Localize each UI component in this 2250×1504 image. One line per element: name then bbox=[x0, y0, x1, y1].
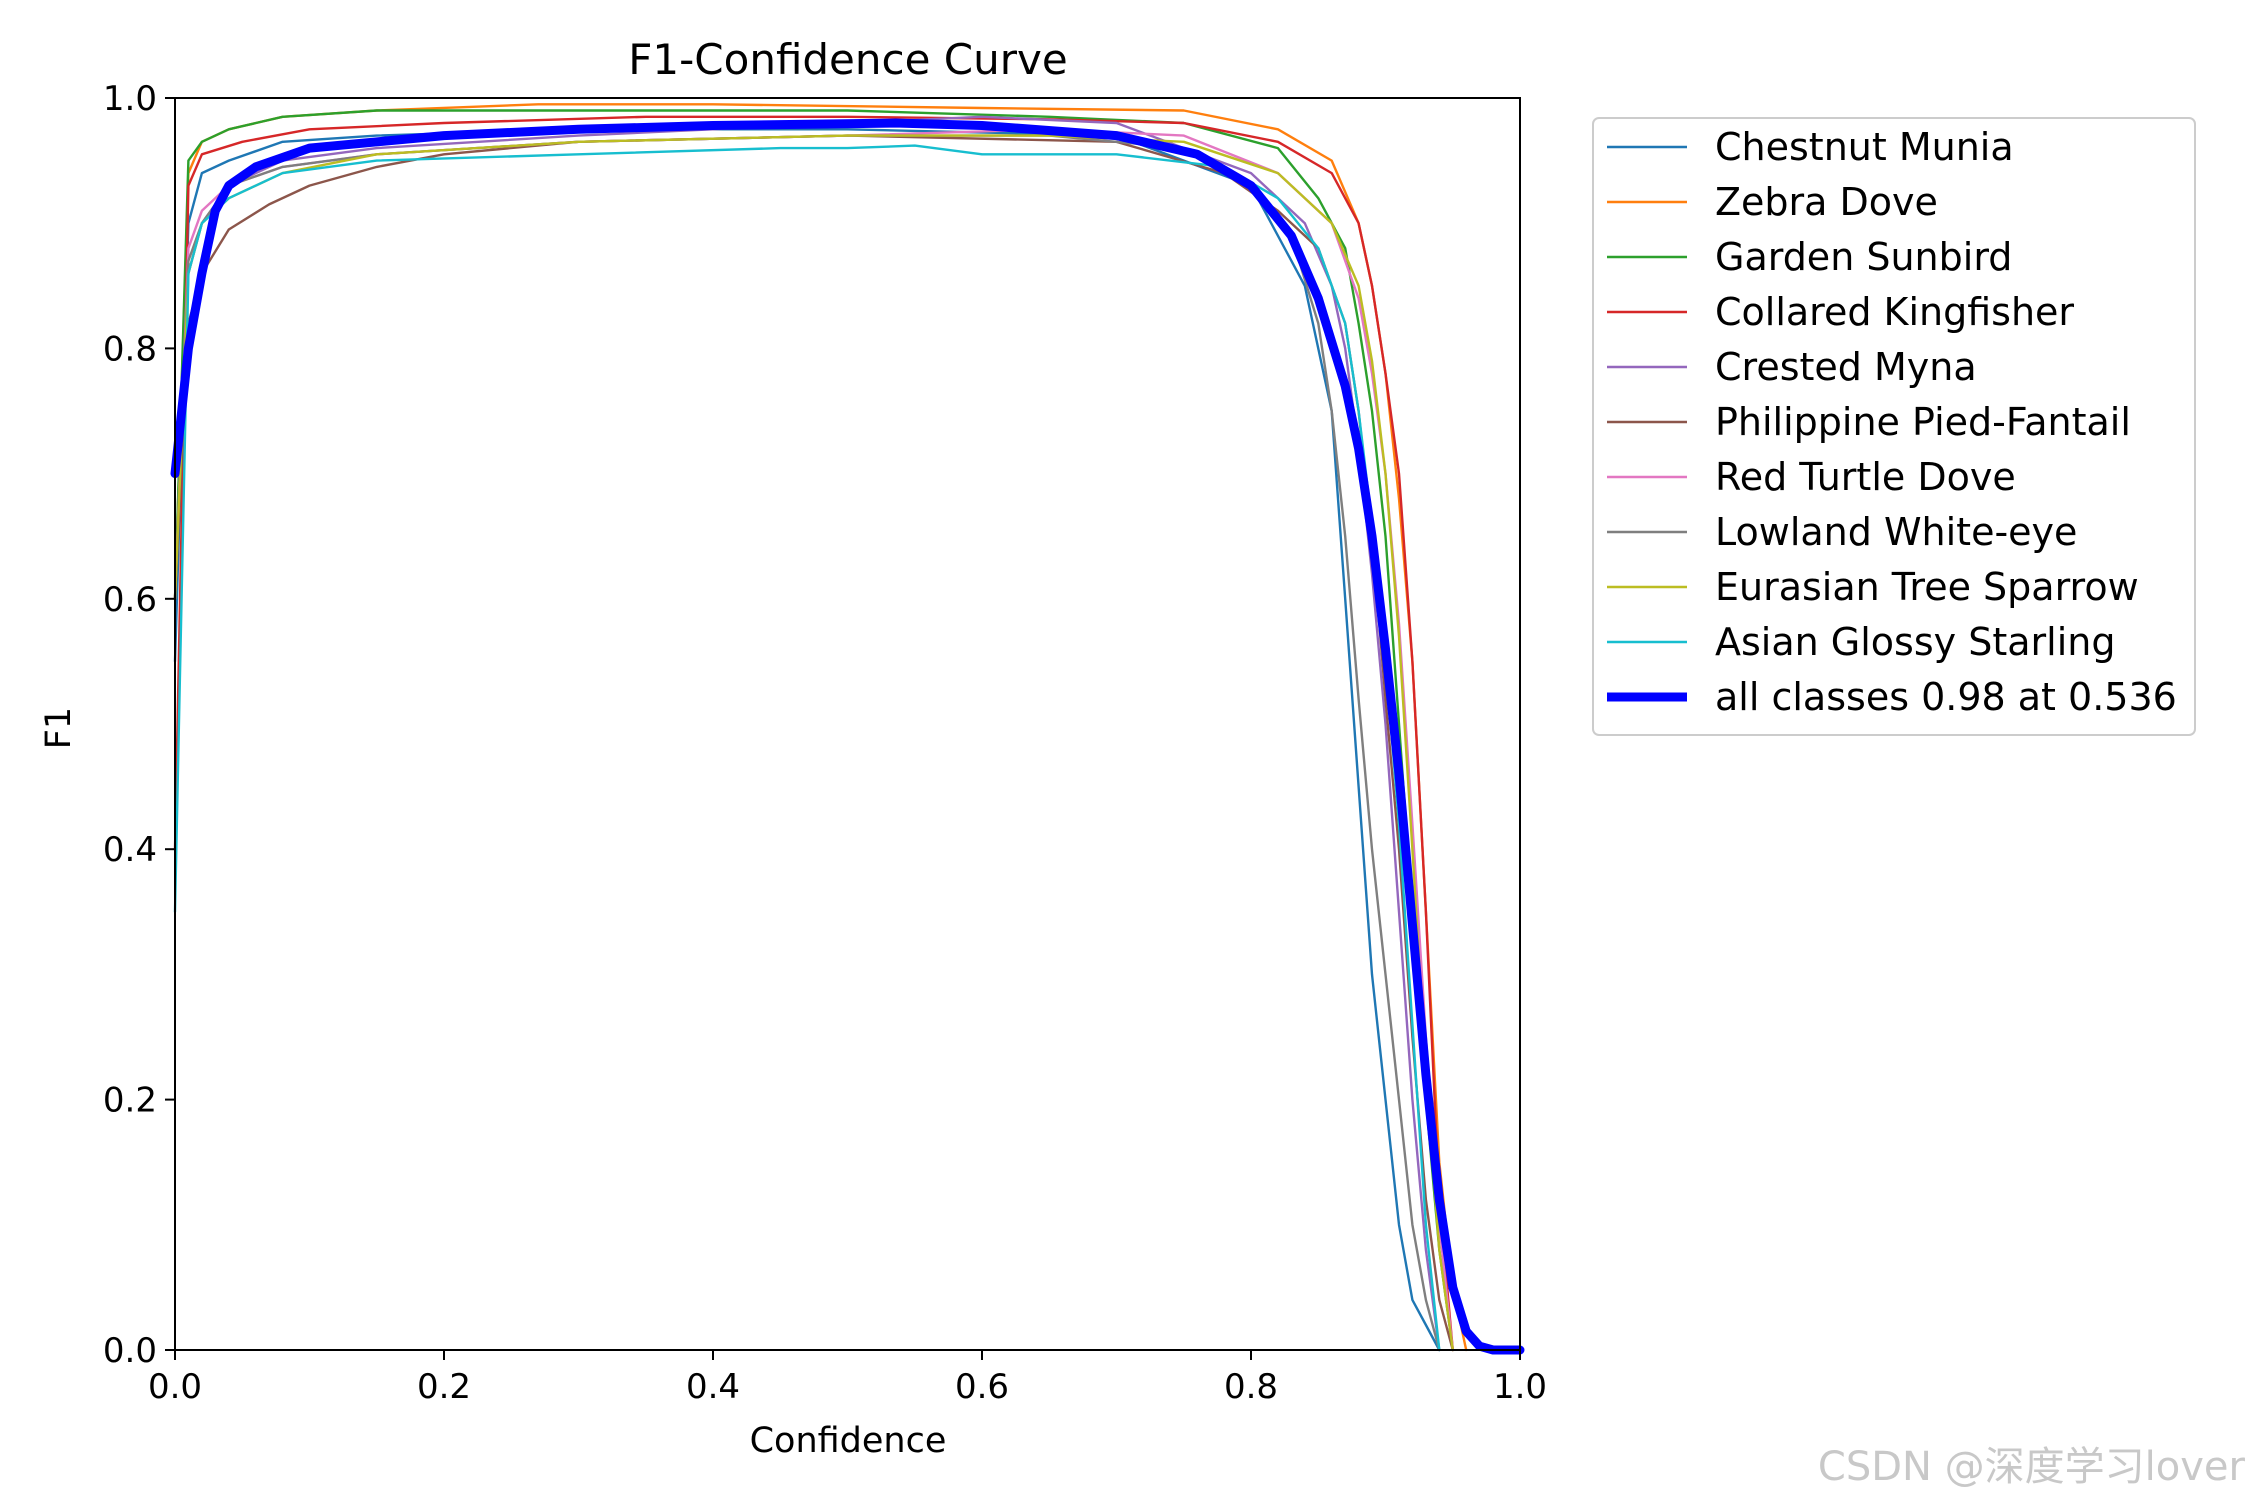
x-tick-label: 0.0 bbox=[148, 1367, 202, 1407]
legend-label: Garden Sunbird bbox=[1715, 235, 2012, 279]
y-tick-label: 0.6 bbox=[103, 580, 157, 620]
legend-label: all classes 0.98 at 0.536 bbox=[1715, 675, 2177, 719]
legend-label: Eurasian Tree Sparrow bbox=[1715, 565, 2139, 609]
legend-label: Crested Myna bbox=[1715, 345, 1977, 389]
y-tick-label: 1.0 bbox=[103, 79, 157, 119]
y-tick-label: 0.0 bbox=[103, 1331, 157, 1371]
x-tick-label: 0.4 bbox=[686, 1367, 740, 1407]
legend-items: Chestnut Munia Zebra Dove Garden Sunbird Co… bbox=[1607, 125, 2177, 719]
legend-box bbox=[1592, 117, 2196, 736]
y-tick-label: 0.2 bbox=[103, 1081, 157, 1121]
y-tick-label: 0.8 bbox=[103, 329, 157, 369]
plot-lines bbox=[170, 103, 1525, 1355]
chart-title: F1-Confidence Curve bbox=[628, 35, 1067, 84]
legend-label: Asian Glossy Starling bbox=[1715, 620, 2115, 664]
legend-label: Lowland White-eye bbox=[1715, 510, 2077, 554]
y-axis-label: F1 bbox=[39, 707, 79, 749]
watermark: CSDN @深度学习lover bbox=[1818, 1444, 2246, 1490]
legend-label: Collared Kingfisher bbox=[1715, 290, 2074, 334]
legend-label: Zebra Dove bbox=[1715, 180, 1938, 224]
legend-label: Red Turtle Dove bbox=[1715, 455, 2016, 499]
x-tick-label: 1.0 bbox=[1493, 1367, 1547, 1407]
legend-label: Chestnut Munia bbox=[1715, 125, 2014, 169]
x-tick-label: 0.2 bbox=[417, 1367, 471, 1407]
series-line-3 bbox=[173, 115, 1454, 1352]
y-tick-label: 0.4 bbox=[103, 830, 157, 870]
x-tick-label: 0.6 bbox=[955, 1367, 1009, 1407]
legend: Chestnut Munia Zebra Dove Garden Sunbird Co… bbox=[1592, 117, 2196, 736]
x-tick-label: 0.8 bbox=[1224, 1367, 1278, 1407]
plot-frame bbox=[174, 97, 1521, 1351]
x-axis-label: Confidence bbox=[750, 1421, 947, 1461]
legend-label: Philippine Pied-Fantail bbox=[1715, 400, 2131, 444]
x-axis-ticks: 0.0 0.2 0.4 0.6 0.8 1.0 bbox=[148, 1350, 1547, 1407]
series-line-0 bbox=[173, 128, 1441, 1352]
y-axis-ticks: 0.0 0.2 0.4 0.6 0.8 1.0 bbox=[103, 79, 175, 1371]
series-line-10 bbox=[170, 118, 1525, 1355]
